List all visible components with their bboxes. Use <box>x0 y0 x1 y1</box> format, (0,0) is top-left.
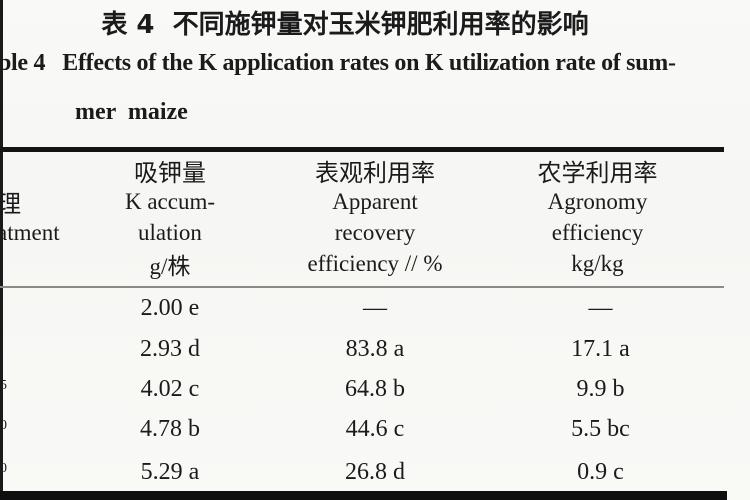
k-accumulation-value: 5.29 a <box>140 458 200 485</box>
header-col-treatment: 理 atment <box>0 155 87 279</box>
scan-edge-artifact <box>0 0 3 500</box>
table-row: 2.93 d 83.8 a 17.1 a <box>0 335 750 363</box>
k-accumulation-value: 2.93 d <box>140 335 200 362</box>
header-agronomy-efficiency-en2: efficiency <box>551 219 644 245</box>
header-k-accumulation-en1: K accum- <box>124 188 216 214</box>
k-accumulation-value: 4.78 b <box>140 415 200 442</box>
treatment-fragment: 5 <box>0 378 7 393</box>
apparent-recovery-value: 26.8 d <box>345 458 405 485</box>
apparent-recovery-value: — <box>363 294 387 321</box>
table-top-rule <box>0 147 724 152</box>
agronomy-efficiency-value: 0.9 c <box>577 458 624 485</box>
treatment-fragment: 0 <box>0 461 7 476</box>
table-header-rule <box>0 286 724 288</box>
header-agronomy-efficiency-unit: kg/kg <box>571 250 624 276</box>
header-agronomy-efficiency-zh: 农学利用率 <box>537 161 658 187</box>
treatment-fragment <box>0 294 16 325</box>
agronomy-efficiency-value: — <box>588 294 613 321</box>
header-apparent-recovery-unit: efficiency // % <box>307 250 443 276</box>
table-row: 2.00 e — — <box>0 294 750 322</box>
apparent-recovery-value: 64.8 b <box>345 375 405 402</box>
k-accumulation-value: 4.02 c <box>140 375 200 402</box>
treatment-fragment <box>0 335 16 366</box>
header-k-accumulation-en2: ulation <box>138 219 202 245</box>
header-col-k-accumulation: 吸钾量 K accum- ulation g/株 <box>80 155 260 279</box>
apparent-recovery-value: 44.6 c <box>345 415 405 442</box>
header-apparent-recovery-en2: recovery <box>334 219 416 245</box>
table-row: 0 4.78 b 44.6 c 5.5 bc <box>0 415 750 443</box>
header-apparent-recovery-en1: Apparent <box>332 188 418 214</box>
k-accumulation-value: 2.00 e <box>140 294 200 321</box>
treatment-fragment: 0 <box>0 418 7 433</box>
header-col-apparent-recovery: 表观利用率 Apparent recovery efficiency // % <box>270 155 480 279</box>
header-treatment-blank <box>0 155 87 186</box>
header-treatment-zh-fragment: 理 <box>0 192 21 218</box>
table-title-english-line2: mer maize <box>75 99 188 125</box>
table-bottom-rule <box>0 491 727 500</box>
table-row: 0 5.29 a 26.8 d 0.9 c <box>0 458 750 486</box>
table-title-english-line1: ble 4 Effects of the K application rates… <box>0 50 676 76</box>
header-treatment-unit-blank <box>0 248 87 279</box>
agronomy-efficiency-value: 17.1 a <box>571 335 630 362</box>
table-title-chinese: 表 4 不同施钾量对玉米钾肥利用率的影响 <box>101 10 589 40</box>
header-treatment-en-fragment: atment <box>0 219 60 245</box>
agronomy-efficiency-value: 9.9 b <box>576 375 625 402</box>
apparent-recovery-value: 83.8 a <box>345 335 405 362</box>
header-apparent-recovery-zh: 表观利用率 <box>315 161 435 187</box>
header-col-agronomy-efficiency: 农学利用率 Agronomy efficiency kg/kg <box>495 155 700 279</box>
header-k-accumulation-zh: 吸钾量 <box>134 161 206 187</box>
header-k-accumulation-unit: g/株 <box>149 253 191 279</box>
agronomy-efficiency-value: 5.5 bc <box>571 415 630 442</box>
header-agronomy-efficiency-en1: Agronomy <box>547 188 648 214</box>
table-row: 5 4.02 c 64.8 b 9.9 b <box>0 375 750 403</box>
